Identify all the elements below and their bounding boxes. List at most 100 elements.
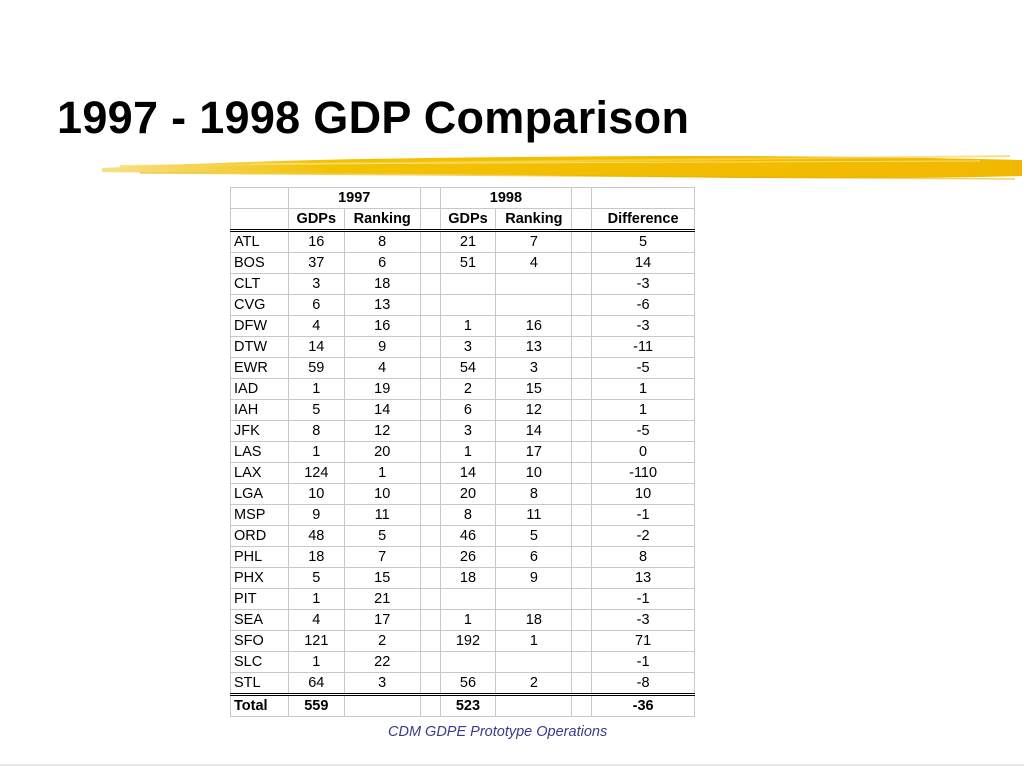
ranking-1997-cell: 4: [343, 357, 421, 379]
ranking-1997-cell: 6: [343, 252, 421, 274]
spacer-cell: [571, 651, 593, 673]
airport-code-cell: CLT: [230, 273, 289, 295]
spacer-cell: [571, 567, 593, 589]
spacer-cell: [419, 399, 441, 421]
gdps-1998-cell: 56: [439, 672, 497, 695]
spacer-cell: [571, 273, 593, 295]
ranking-1997-cell: 19: [343, 378, 421, 400]
ranking-1998-cell: 7: [495, 230, 573, 253]
difference-cell: 8: [591, 546, 695, 568]
spacer-cell: [571, 252, 593, 274]
gdps-1998-cell: 14: [439, 462, 497, 484]
difference-cell: -3: [591, 315, 695, 337]
ranking-1998-cell: 8: [495, 483, 573, 505]
airport-code-cell: JFK: [230, 420, 289, 442]
spacer-cell: [419, 525, 441, 547]
table-row: EWR 59 4 54 3 -5: [230, 357, 695, 379]
gdps-1997-cell: 5: [287, 399, 345, 421]
spacer-cell: [419, 252, 441, 274]
gdps-1998-cell: 21: [439, 230, 497, 253]
table-row: SLC 1 22 -1: [230, 651, 695, 673]
table-row: IAD 1 19 2 15 1: [230, 378, 695, 400]
gdps-1997-cell: 8: [287, 420, 345, 442]
ranking-1997-cell: 22: [343, 651, 421, 673]
gdps-1997-header: GDPs: [287, 208, 345, 232]
gdps-1998-cell: 3: [439, 420, 497, 442]
difference-cell: -5: [591, 420, 695, 442]
ranking-1997-cell: 3: [343, 672, 421, 695]
gdps-1997-cell: 1: [287, 588, 345, 610]
airport-code-cell: LAX: [230, 462, 289, 484]
spacer-cell: [419, 441, 441, 463]
gdps-1997-cell: 5: [287, 567, 345, 589]
spacer-cell: [571, 672, 593, 695]
gdps-1998-cell: [439, 651, 497, 673]
difference-cell: -3: [591, 273, 695, 295]
airport-code-cell: IAH: [230, 399, 289, 421]
spacer-cell: [571, 462, 593, 484]
airport-code-cell: LGA: [230, 483, 289, 505]
gdps-1997-cell: 9: [287, 504, 345, 526]
airport-code-cell: LAS: [230, 441, 289, 463]
gdps-1997-cell: 48: [287, 525, 345, 547]
ranking-1998-cell: 13: [495, 336, 573, 358]
ranking-1998-cell: 12: [495, 399, 573, 421]
spacer-cell: [419, 230, 441, 253]
spacer-cell: [571, 357, 593, 379]
table-row: ATL 16 8 21 7 5: [230, 230, 695, 253]
airport-code-cell: BOS: [230, 252, 289, 274]
gdps-1998-cell: [439, 273, 497, 295]
gdps-1998-cell: 6: [439, 399, 497, 421]
gdps-1998-cell: 51: [439, 252, 497, 274]
difference-cell: -1: [591, 651, 695, 673]
total-label-cell: Total: [230, 693, 289, 717]
airport-code-cell: SLC: [230, 651, 289, 673]
ranking-1997-cell: 20: [343, 441, 421, 463]
spacer-cell: [571, 525, 593, 547]
ranking-1998-cell: [495, 273, 573, 295]
airport-code-cell: DFW: [230, 315, 289, 337]
ranking-1998-cell: [495, 651, 573, 673]
table-row: JFK 8 12 3 14 -5: [230, 420, 695, 442]
table-row: ORD 48 5 46 5 -2: [230, 525, 695, 547]
slide-title: 1997 - 1998 GDP Comparison: [57, 92, 690, 143]
spacer-cell: [419, 630, 441, 652]
gdps-1997-cell: 18: [287, 546, 345, 568]
gdps-1997-cell: 4: [287, 609, 345, 631]
gdps-1998-cell: 46: [439, 525, 497, 547]
airport-code-cell: SFO: [230, 630, 289, 652]
ranking-1997-cell: 13: [343, 294, 421, 316]
gdps-1997-cell: 124: [287, 462, 345, 484]
year-header-row: 1997 1998: [230, 187, 695, 209]
ranking-1998-cell: 1: [495, 630, 573, 652]
airport-code-cell: DTW: [230, 336, 289, 358]
gdps-1998-cell: 54: [439, 357, 497, 379]
airport-code-cell: IAD: [230, 378, 289, 400]
gdps-1997-cell: 3: [287, 273, 345, 295]
spacer-cell: [571, 504, 593, 526]
table-row: PIT 1 21 -1: [230, 588, 695, 610]
gdps-1997-cell: 14: [287, 336, 345, 358]
difference-cell: -1: [591, 588, 695, 610]
spacer-cell: [419, 504, 441, 526]
spacer-cell: [571, 420, 593, 442]
difference-cell: -5: [591, 357, 695, 379]
gdps-1998-cell: 3: [439, 336, 497, 358]
gdps-1997-cell: 1: [287, 378, 345, 400]
spacer-cell: [571, 693, 593, 717]
gdps-1998-cell: 1: [439, 441, 497, 463]
gdps-1998-cell: 2: [439, 378, 497, 400]
ranking-1997-cell: 18: [343, 273, 421, 295]
ranking-1997-header: Ranking: [343, 208, 421, 232]
difference-cell: 0: [591, 441, 695, 463]
spacer-cell: [571, 441, 593, 463]
table-row: CLT 3 18 -3: [230, 273, 695, 295]
difference-cell: 10: [591, 483, 695, 505]
gdps-1997-cell: 64: [287, 672, 345, 695]
gdps-1997-cell: 37: [287, 252, 345, 274]
total-gdps-1997-cell: 559: [287, 693, 345, 717]
gdps-1997-cell: 4: [287, 315, 345, 337]
table-row: PHX 5 15 18 9 13: [230, 567, 695, 589]
spacer-cell: [571, 399, 593, 421]
airport-code-cell: STL: [230, 672, 289, 695]
